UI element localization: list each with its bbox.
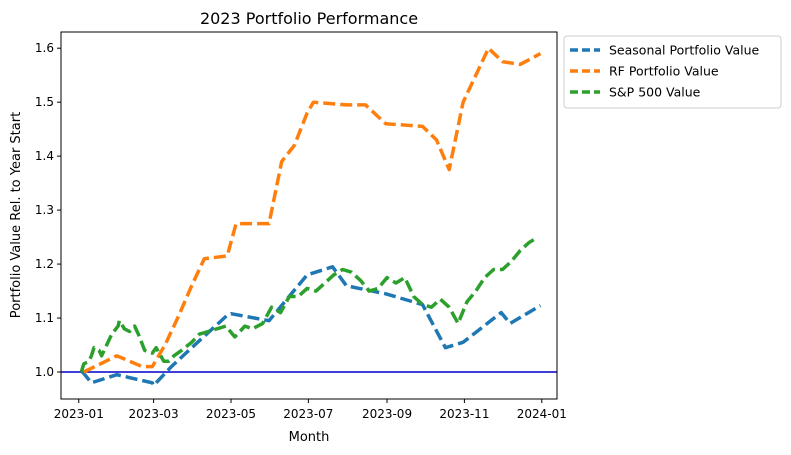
y-tick-label: 1.0 — [35, 365, 54, 379]
series-line-3 — [79, 235, 539, 373]
x-tick-label: 2023-09 — [362, 407, 412, 421]
x-tick-label: 2024-01 — [517, 407, 567, 421]
y-tick-label: 1.6 — [35, 41, 54, 55]
legend: Seasonal Portfolio Value RF Portfolio Val… — [563, 35, 782, 109]
x-tick-label: 2023-11 — [439, 407, 489, 421]
legend-label: S&P 500 Value — [609, 85, 701, 100]
legend-label: RF Portfolio Value — [609, 64, 719, 79]
x-tick-label: 2023-05 — [206, 407, 256, 421]
y-axis: 1.0 1.1 1.2 1.3 1.4 1.5 1.6 — [35, 41, 61, 379]
chart-title: 2023 Portfolio Performance — [200, 9, 418, 28]
y-tick-label: 1.5 — [35, 95, 54, 109]
legend-label: Seasonal Portfolio Value — [609, 43, 760, 58]
x-tick-label: 2023-03 — [129, 407, 179, 421]
legend-box — [563, 35, 782, 109]
x-tick-label: 2023-01 — [54, 407, 104, 421]
y-tick-label: 1.4 — [35, 149, 54, 163]
series-line-2 — [83, 46, 542, 374]
y-axis-label: Portfolio Value Rel. to Year Start — [9, 112, 24, 318]
x-axis-label: Month — [289, 430, 330, 445]
x-axis: 2023-01 2023-03 2023-05 2023-07 2023-09 2023-… — [54, 399, 567, 421]
y-tick-label: 1.1 — [35, 311, 54, 325]
y-tick-label: 1.3 — [35, 203, 54, 217]
y-tick-label: 1.2 — [35, 257, 54, 271]
series-layer — [61, 46, 557, 388]
x-tick-label: 2023-07 — [283, 407, 333, 421]
plot-frame — [60, 31, 558, 400]
